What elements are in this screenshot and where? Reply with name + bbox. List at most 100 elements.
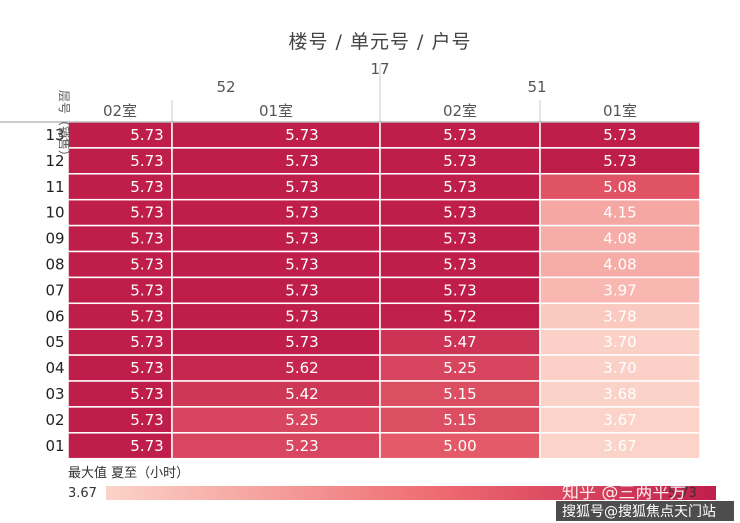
- cell-value: 5.23: [285, 437, 318, 455]
- cell-value: 5.73: [130, 411, 163, 429]
- cell-value: 4.08: [603, 230, 636, 248]
- cell-value: 5.62: [285, 359, 318, 377]
- heatmap-cell: [67, 406, 173, 434]
- heatmap-grid: 13 5.73 5.73 5.73 5.73 12 5.73 5.73 5.73 5.73 11 5.…: [45, 121, 701, 460]
- floor-label: 13: [45, 126, 64, 144]
- cell-value: 5.73: [130, 281, 163, 299]
- cell-value: 5.73: [285, 152, 318, 170]
- cell-value: 3.67: [603, 437, 636, 455]
- unit-label: 51: [527, 78, 546, 96]
- cell-value: 5.73: [443, 230, 476, 248]
- room-label: 02室: [103, 102, 137, 120]
- heatmap-cell: [171, 250, 381, 279]
- cell-value: 3.67: [603, 411, 636, 429]
- heatmap-cell: [539, 328, 701, 356]
- cell-value: 5.73: [285, 126, 318, 144]
- room-label: 01室: [603, 102, 637, 120]
- cell-value: 5.73: [285, 333, 318, 351]
- cell-value: 5.73: [443, 152, 476, 170]
- cell-value: 5.15: [443, 385, 476, 403]
- floor-label: 04: [45, 359, 64, 377]
- cell-value: 5.73: [130, 255, 163, 273]
- cell-value: 5.25: [285, 411, 318, 429]
- cell-value: 5.73: [130, 307, 163, 325]
- heatmap-cell: [171, 328, 381, 356]
- cell-value: 5.73: [285, 204, 318, 222]
- heatmap-cell: [539, 121, 701, 149]
- heatmap-cell: [539, 276, 701, 305]
- cell-value: 5.42: [285, 385, 318, 403]
- heatmap-cell: [379, 198, 541, 227]
- heatmap-cell: [171, 173, 381, 201]
- cell-value: 5.73: [130, 437, 163, 455]
- heatmap-cell: [539, 354, 701, 382]
- watermark-zhihu: 知乎 @三两平方: [562, 483, 686, 503]
- heatmap-cell: [171, 147, 381, 175]
- cell-value: 5.73: [603, 126, 636, 144]
- heatmap-cell: [171, 380, 381, 408]
- legend-title: 最大值 夏至（小时）: [68, 465, 189, 481]
- cell-value: 4.08: [603, 255, 636, 273]
- cell-value: 5.73: [130, 385, 163, 403]
- legend-min-label: 3.67: [68, 486, 97, 501]
- cell-value: 5.73: [130, 126, 163, 144]
- floor-label: 02: [45, 411, 64, 429]
- cell-value: 3.68: [603, 385, 636, 403]
- heatmap-cell: [171, 276, 381, 305]
- heatmap-cell: [67, 354, 173, 382]
- cell-value: 5.73: [443, 281, 476, 299]
- cell-value: 5.73: [443, 178, 476, 196]
- cell-value: 5.00: [443, 437, 476, 455]
- heatmap-cell: [379, 354, 541, 382]
- cell-value: 5.73: [285, 307, 318, 325]
- heatmap-cell: [539, 432, 701, 460]
- cell-value: 3.70: [603, 333, 636, 351]
- heatmap-cell: [379, 406, 541, 434]
- legend-max-label: 5.73: [668, 486, 697, 501]
- floor-label: 06: [45, 307, 64, 325]
- cell-value: 5.15: [443, 411, 476, 429]
- floor-label: 07: [45, 281, 64, 299]
- heatmap-cell: [539, 250, 701, 279]
- heatmap-cell: [171, 121, 381, 149]
- heatmap-cell: [67, 432, 173, 460]
- heatmap-cell: [171, 432, 381, 460]
- cell-value: 5.08: [603, 178, 636, 196]
- cell-value: 3.70: [603, 359, 636, 377]
- floor-label: 01: [45, 437, 64, 455]
- cell-value: 5.73: [130, 152, 163, 170]
- cell-value: 3.78: [603, 307, 636, 325]
- cell-value: 5.73: [285, 255, 318, 273]
- room-label: 02室: [443, 102, 477, 120]
- floor-label: 05: [45, 333, 64, 351]
- heatmap-cell: [171, 224, 381, 253]
- cell-value: 4.15: [603, 204, 636, 222]
- floor-label: 08: [45, 255, 64, 273]
- cell-value: 5.47: [443, 333, 476, 351]
- watermark-sohu-bg: [556, 501, 734, 521]
- cell-value: 5.73: [443, 126, 476, 144]
- heatmap-cell: [67, 276, 173, 305]
- cell-value: 5.73: [285, 230, 318, 248]
- cell-value: 5.73: [285, 178, 318, 196]
- heatmap-cell: [539, 198, 701, 227]
- floor-label: 03: [45, 385, 64, 403]
- heatmap-cell: [171, 406, 381, 434]
- room-label: 01室: [259, 102, 293, 120]
- heatmap-cell: [67, 302, 173, 330]
- heatmap-cell: [171, 354, 381, 382]
- cell-value: 5.73: [130, 230, 163, 248]
- cell-value: 5.73: [130, 359, 163, 377]
- cell-value: 5.73: [130, 333, 163, 351]
- cell-value: 3.97: [603, 281, 636, 299]
- cell-value: 5.25: [443, 359, 476, 377]
- floor-label: 10: [45, 204, 64, 222]
- floor-label: 12: [45, 152, 64, 170]
- unit-label: 52: [216, 78, 235, 96]
- cell-value: 5.73: [285, 281, 318, 299]
- cell-value: 5.73: [443, 204, 476, 222]
- floor-label: 09: [45, 230, 64, 248]
- heatmap-cell: [539, 302, 701, 330]
- heatmap-cell: [171, 302, 381, 330]
